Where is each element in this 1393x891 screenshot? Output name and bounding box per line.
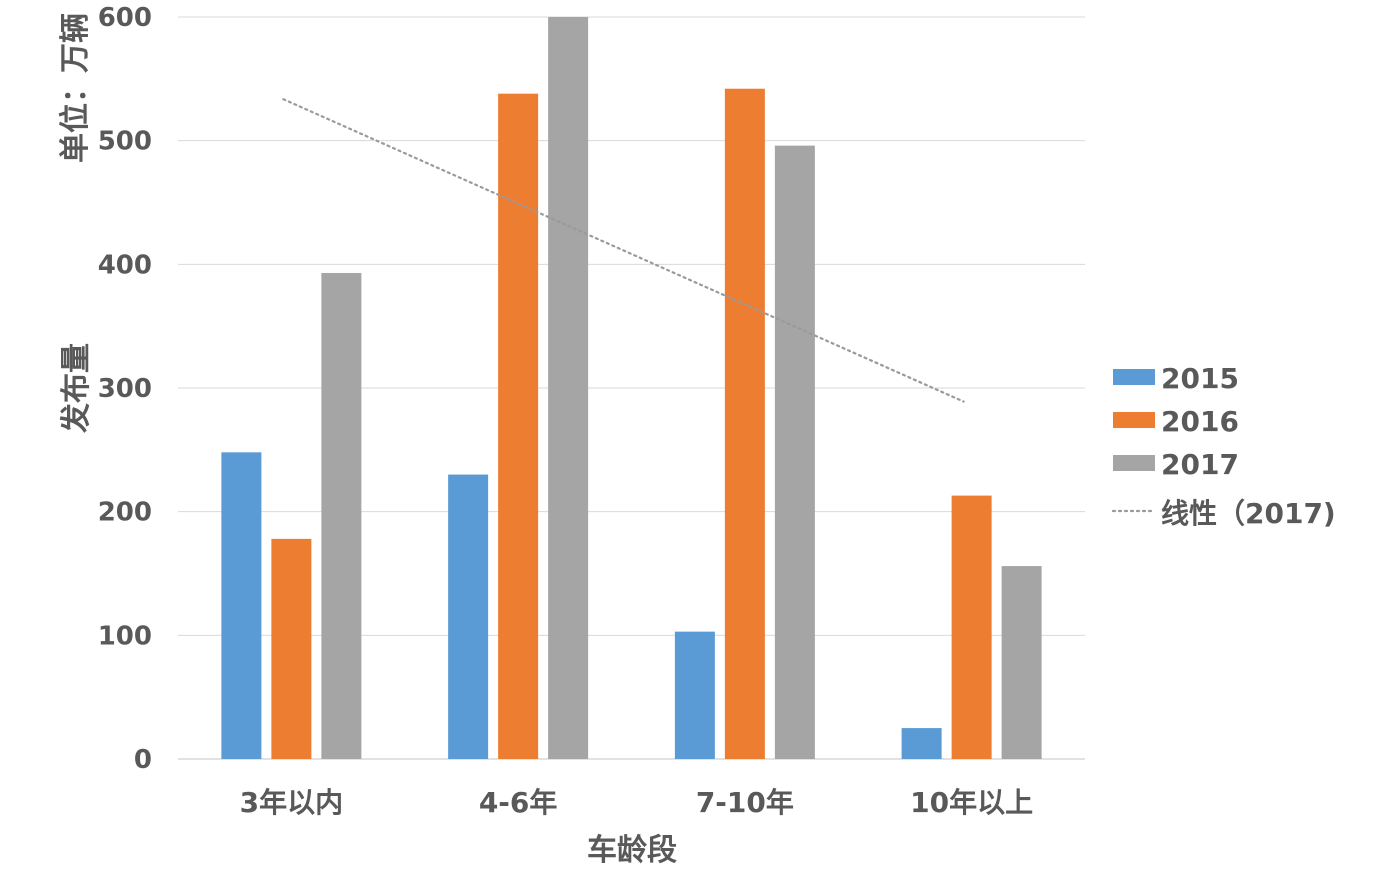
y-axis-ticks: 0 100 200 300 400 500 600 — [98, 3, 152, 775]
bar-2015-3 — [674, 631, 715, 759]
y-tick-label: 400 — [98, 250, 152, 280]
trendline — [282, 98, 965, 403]
legend-label: 2016 — [1161, 405, 1239, 438]
legend: 2015 2016 2017 线性（2017) — [1111, 362, 1336, 530]
y-axis-title: 发布量 — [59, 343, 94, 434]
bar-2016-4 — [951, 495, 992, 759]
y-tick-label: 300 — [98, 374, 152, 404]
y-tick-label: 200 — [98, 498, 152, 528]
bar-2016-3 — [724, 88, 765, 759]
x-axis-title: 车龄段 — [587, 833, 677, 868]
y-tick-label: 0 — [134, 745, 152, 775]
legend-label: 2017 — [1161, 448, 1239, 481]
bar-2017-4 — [1001, 566, 1042, 759]
legend-label-trendline: 线性（2017) — [1161, 497, 1336, 530]
y-tick-label: 500 — [98, 127, 152, 157]
trendline-layer — [282, 98, 965, 403]
bar-2015-2 — [448, 474, 489, 759]
x-axis-categories: 3年以内 4-6年 7-10年 10年以上 — [240, 786, 1033, 819]
bar-2015-1 — [221, 452, 262, 759]
x-tick-label: 7-10年 — [696, 786, 794, 819]
y-tick-label: 600 — [98, 3, 152, 33]
legend-swatch-2017 — [1113, 455, 1155, 471]
y-tick-label: 100 — [98, 621, 152, 651]
bar-2017-1 — [321, 272, 362, 759]
legend-swatch-2016 — [1113, 412, 1155, 428]
y-axis-unit: 单位：万辆 — [58, 13, 93, 163]
gridlines — [178, 16, 1085, 760]
legend-label: 2015 — [1161, 362, 1239, 395]
bar-2016-2 — [498, 93, 539, 759]
bars — [221, 17, 1042, 759]
x-tick-label: 10年以上 — [910, 786, 1033, 819]
x-tick-label: 3年以内 — [240, 786, 343, 819]
bar-2017-3 — [774, 145, 815, 759]
legend-swatch-2015 — [1113, 369, 1155, 385]
bar-2017-2 — [548, 17, 589, 759]
bar-2015-4 — [901, 728, 942, 759]
bar-2016-1 — [271, 538, 312, 759]
x-tick-label: 4-6年 — [479, 786, 558, 819]
